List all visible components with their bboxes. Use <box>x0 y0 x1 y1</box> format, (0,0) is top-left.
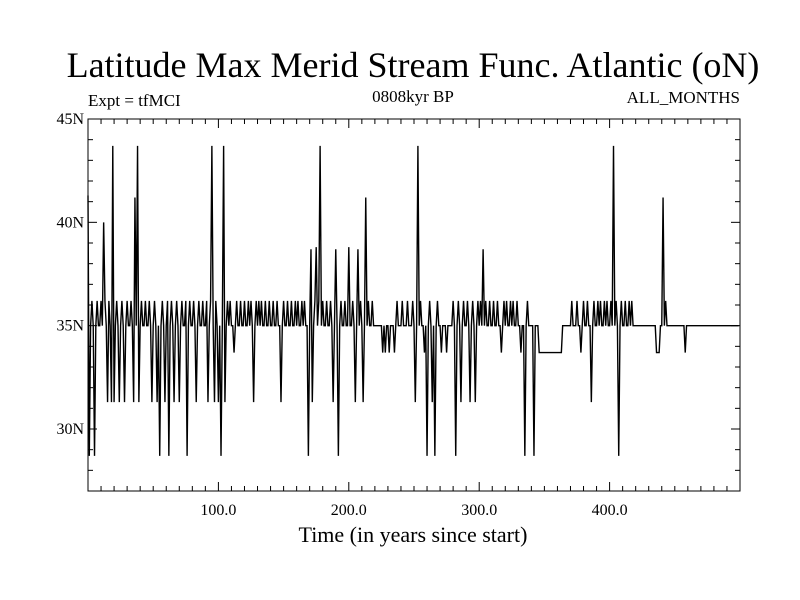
x-tick-label: 100.0 <box>200 502 236 519</box>
y-tick-label: 30N <box>56 421 84 438</box>
y-tick-labels: 30N 35N 40N 45N <box>56 111 84 438</box>
series-line <box>87 145 739 456</box>
x-tick-label: 400.0 <box>592 502 628 519</box>
y-tick-label: 40N <box>56 214 84 231</box>
experiment-label: Expt = tfMCI <box>88 91 181 110</box>
x-tick-labels: 100.0 200.0 300.0 400.0 <box>200 502 627 519</box>
x-tick-label: 200.0 <box>331 502 367 519</box>
x-tick-label: 300.0 <box>461 502 497 519</box>
y-tick-label: 35N <box>56 318 84 335</box>
period-label: 0808kyr BP <box>372 87 454 106</box>
chart-title: Latitude Max Merid Stream Func. Atlantic… <box>67 45 760 85</box>
y-tick-label: 45N <box>56 111 84 128</box>
x-axis-label: Time (in years since start) <box>299 522 528 547</box>
months-label: ALL_MONTHS <box>627 88 740 107</box>
